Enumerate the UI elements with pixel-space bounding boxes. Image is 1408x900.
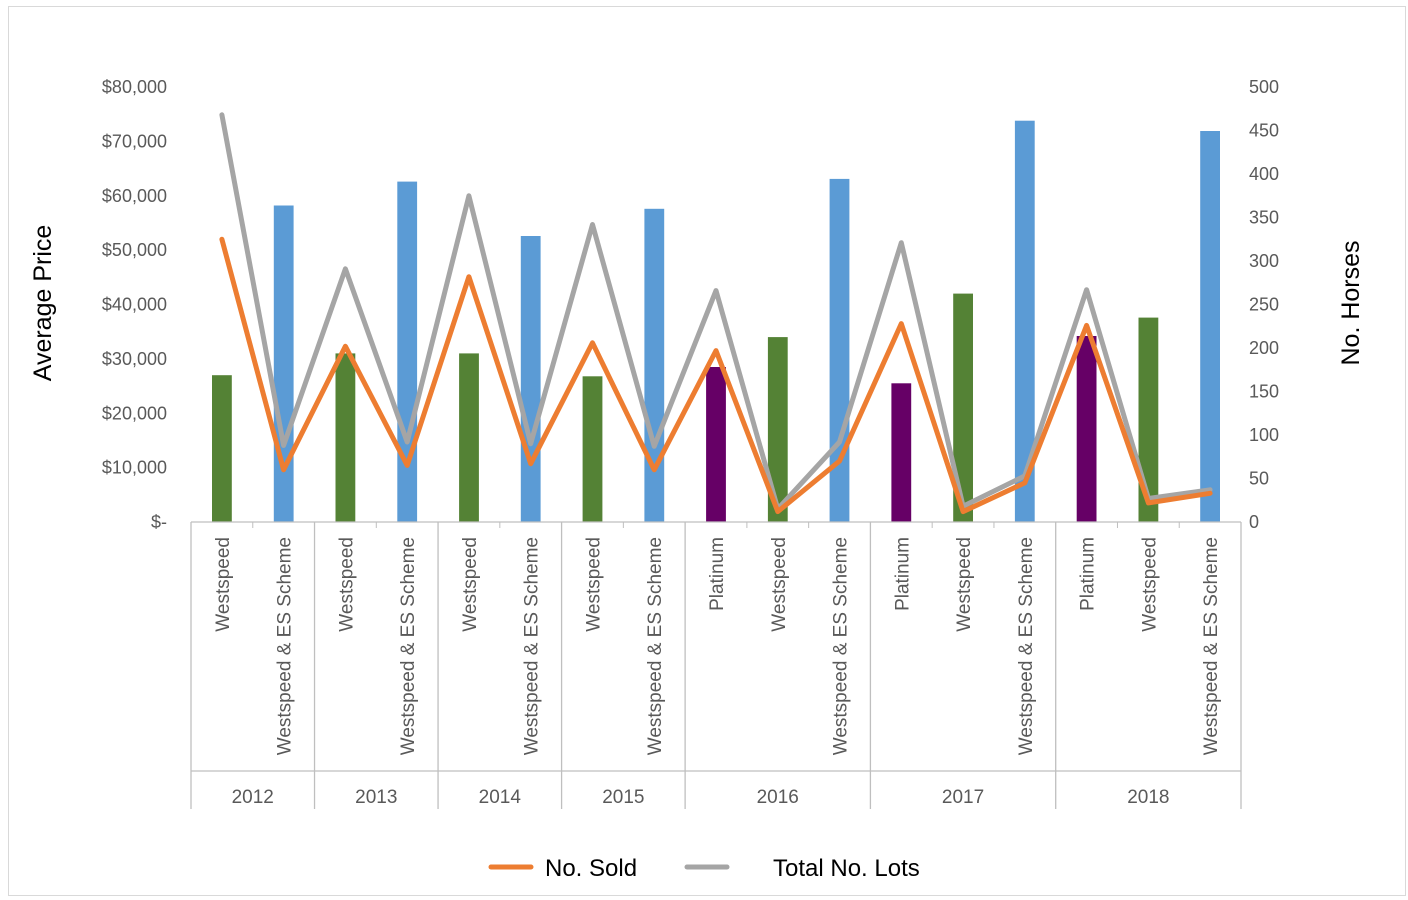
legend: No. Sold Total No. Lots xyxy=(488,855,920,882)
x-group-label: 2013 xyxy=(355,787,397,808)
x-group-label: 2016 xyxy=(757,787,799,808)
chart: $- $10,000 $20,000 $30,000 $40,000 $50,000 $60… xyxy=(29,77,1365,882)
x-group-label: 2017 xyxy=(942,787,984,808)
x-group-label: 2015 xyxy=(602,787,644,808)
x-category-label: Westspeed & ES Scheme xyxy=(1016,537,1037,755)
legend-label: Total No. Lots xyxy=(773,855,920,882)
bar xyxy=(1138,317,1159,522)
bar xyxy=(644,208,665,523)
x-category-label: Westspeed xyxy=(213,537,234,632)
series-line-total-no-lots xyxy=(219,112,1213,512)
x-category-label: Platinum xyxy=(1078,537,1099,611)
x-category-label: Westspeed xyxy=(336,537,357,632)
y-right-tick-label: 150 xyxy=(1249,382,1279,402)
bar xyxy=(335,353,356,522)
y-left-tick-label: $50,000 xyxy=(102,240,167,260)
bar xyxy=(953,293,973,522)
bar xyxy=(767,337,788,522)
y-left-axis-label: Average Price xyxy=(29,225,57,382)
y-left-tick-label: $40,000 xyxy=(102,295,167,315)
axes-layer: $- $10,000 $20,000 $30,000 $40,000 $50,000 $60… xyxy=(102,77,1279,809)
x-category-label: Westspeed & ES Scheme xyxy=(831,537,852,755)
chart-frame: $- $10,000 $20,000 $30,000 $40,000 $50,000 $60… xyxy=(8,6,1406,896)
x-group-label: 2014 xyxy=(479,787,522,808)
y-left-tick-label: $60,000 xyxy=(102,186,167,206)
y-right-tick-label: 50 xyxy=(1249,469,1269,489)
x-category-label: Westspeed & ES Scheme xyxy=(275,537,296,755)
bar xyxy=(1076,336,1097,522)
y-right-tick-label: 0 xyxy=(1249,512,1259,532)
y-right-tick-label: 350 xyxy=(1249,208,1279,228)
bar xyxy=(1200,131,1220,522)
y-left-tick-label: $70,000 xyxy=(102,131,167,151)
y-right-tick-label: 300 xyxy=(1249,251,1279,271)
y-right-tick-label: 200 xyxy=(1249,338,1279,358)
x-category-label: Platinum xyxy=(892,537,913,611)
bar xyxy=(459,353,479,522)
x-category-label: Westspeed xyxy=(769,537,790,632)
y-left-tick-label: $20,000 xyxy=(102,403,167,423)
y-left-tick-label: $30,000 xyxy=(102,349,167,369)
y-left-tick-label: $80,000 xyxy=(102,77,167,97)
bar xyxy=(582,376,603,522)
bar xyxy=(212,375,232,522)
bar xyxy=(1014,120,1035,522)
x-category-label: Westspeed xyxy=(584,537,605,632)
x-category-label: Westspeed & ES Scheme xyxy=(1201,537,1222,755)
legend-label: No. Sold xyxy=(545,855,637,882)
bar xyxy=(891,383,912,522)
bars-layer xyxy=(212,120,1220,523)
lines-layer xyxy=(219,112,1213,515)
x-category-label: Westspeed & ES Scheme xyxy=(522,537,543,755)
y-left-tick-label: $10,000 xyxy=(102,458,167,478)
x-category-label: Westspeed xyxy=(954,537,975,632)
y-left-tick-label: $- xyxy=(151,512,167,532)
y-right-tick-label: 250 xyxy=(1249,295,1279,315)
x-category-label: Westspeed & ES Scheme xyxy=(398,537,419,755)
y-right-tick-label: 450 xyxy=(1249,121,1279,141)
bar xyxy=(273,205,294,522)
x-group-label: 2012 xyxy=(232,787,274,808)
x-category-label: Westspeed xyxy=(460,537,481,632)
series-line-no-sold xyxy=(219,236,1213,515)
bar xyxy=(706,367,726,522)
y-right-tick-label: 500 xyxy=(1249,77,1279,97)
y-right-tick-label: 400 xyxy=(1249,164,1279,184)
x-group-label: 2018 xyxy=(1127,787,1169,808)
x-category-label: Platinum xyxy=(707,537,728,611)
y-right-axis-label: No. Horses xyxy=(1337,240,1365,365)
x-category-label: Westspeed & ES Scheme xyxy=(645,537,666,755)
bar xyxy=(520,236,541,522)
y-right-tick-label: 100 xyxy=(1249,425,1279,445)
bar xyxy=(829,178,850,522)
bar xyxy=(397,181,418,522)
x-category-label: Westspeed xyxy=(1139,537,1160,632)
